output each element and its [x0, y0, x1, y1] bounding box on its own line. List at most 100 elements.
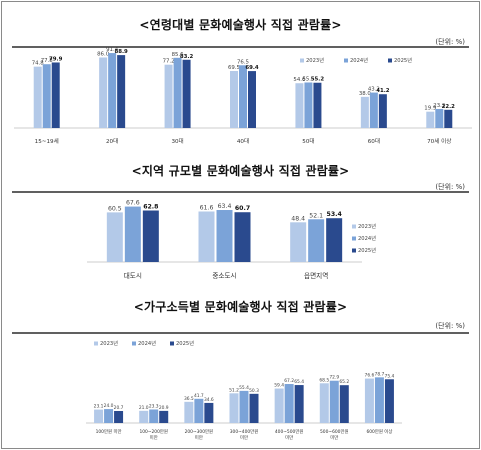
bar-income-2024년-500~600만원 미만 [329, 380, 339, 423]
data-label-income-2024년-200~300만원 미만: 41.7 [194, 393, 204, 399]
bar-income-2024년-400~500만원 미만 [284, 384, 294, 423]
data-label-income-2025년-400~500만원 미만: 65.4 [294, 379, 304, 385]
bar-income-2024년-200~300만원 미만 [194, 398, 204, 423]
bar-region-2023년-중소도시 [198, 211, 215, 262]
legend-label-income-2023년: 2023년 [100, 339, 118, 347]
chart-title-age: <연령대별 문화예술행사 직접 관람률> [139, 18, 342, 32]
data-label-income-2023년-400~500만원 미만: 59.4 [274, 383, 284, 389]
data-label-region-2025년-대도시: 62.8 [143, 204, 158, 211]
bar-income-2025년-100~200만원 미만 [159, 410, 169, 423]
bar-income-2025년-300~400만원 미만 [249, 393, 259, 423]
legend-label-age-2023년: 2023년 [306, 56, 324, 64]
bar-income-2023년-100~200만원 미만 [139, 410, 149, 423]
category-label-age-1: 20대 [106, 137, 118, 145]
data-label-age-2025년-15~19세: 79.9 [49, 56, 63, 62]
legend-label-age-2024년: 2024년 [350, 56, 368, 64]
data-label-income-2024년-100~200만원 미만: 23.3 [149, 403, 159, 409]
bar-region-2023년-대도시 [106, 212, 123, 262]
data-label-income-2025년-600만원 이상: 75.4 [385, 373, 395, 379]
bar-age-2025년-30대 [182, 59, 191, 128]
data-label-age-2024년-15~19세: 77.8 [41, 58, 54, 64]
bar-age-2024년-70세 이상 [435, 108, 444, 128]
bar-region-2024년-읍면지역 [308, 219, 325, 262]
bar-age-2024년-20대 [108, 53, 117, 128]
bar-age-2024년-40대 [239, 65, 247, 128]
bar-age-2024년-60대 [369, 92, 378, 128]
data-label-income-2023년-100~200만원 미만: 21.0 [139, 405, 149, 411]
data-label-age-2024년-40대: 76.5 [237, 59, 249, 65]
legend-swatch-age-2025년 [388, 58, 392, 63]
bar-income-2025년-200~300만원 미만 [204, 402, 214, 423]
data-label-region-2025년-읍면지역: 53.4 [327, 211, 343, 218]
data-label-age-2023년-30대: 77.2 [163, 59, 175, 65]
data-label-income-2024년-400~500만원 미만: 67.2 [284, 378, 294, 384]
data-label-age-2024년-50대: 55.5 [302, 76, 314, 82]
bar-region-2023년-읍면지역 [290, 222, 307, 262]
bar-income-2023년-500~600만원 미만 [319, 383, 329, 423]
data-label-age-2023년-50대: 54.6 [293, 77, 306, 83]
category-label-age-5: 60대 [368, 137, 380, 145]
category-label-age-6: 70세 이상 [427, 137, 451, 145]
bar-region-2025년-중소도시 [234, 212, 251, 262]
category-label-age-3: 40대 [237, 137, 249, 145]
bar-age-2023년-60대 [360, 96, 369, 128]
data-label-age-2025년-50대: 55.2 [311, 77, 325, 83]
bar-age-2025년-70세 이상 [444, 109, 453, 128]
data-label-age-2024년-30대: 85.6 [172, 52, 185, 58]
data-label-income-2024년-300~400만원 미만: 55.4 [239, 385, 249, 391]
data-label-income-2023년-500~600만원 미만: 68.5 [319, 377, 329, 383]
legend-label-income-2025년: 2025년 [176, 339, 194, 347]
data-label-region-2024년-대도시: 67.6 [126, 200, 140, 207]
category-label-region-0: 대도시 [124, 272, 142, 280]
data-label-income-2023년-200~300만원 미만: 36.5 [184, 396, 194, 402]
bar-income-2023년-200~300만원 미만 [184, 401, 194, 423]
category-label-income-5: 500~600만원 [320, 428, 349, 435]
bar-age-2023년-20대 [99, 57, 108, 129]
data-label-income-2025년-500~600만원 미만: 65.2 [339, 379, 349, 385]
bar-income-2023년-100만원 미만 [94, 409, 104, 423]
category-label-income-4-line2: 미만 [285, 434, 293, 441]
data-label-age-2023년-40대: 69.5 [228, 65, 240, 71]
bar-income-2024년-100만원 미만 [104, 409, 114, 423]
bar-age-2023년-40대 [230, 71, 238, 128]
category-label-age-0: 15~19세 [35, 137, 59, 145]
bar-age-2024년-15~19세 [42, 64, 51, 128]
data-label-income-2024년-500~600만원 미만: 72.9 [329, 375, 339, 381]
chart-title-region: <지역 규모별 문화예술행사 직접 관람률> [131, 164, 350, 178]
legend-swatch-income-2024년 [132, 341, 136, 346]
data-label-region-2023년-대도시: 60.5 [108, 205, 122, 212]
data-label-income-2025년-100만원 미만: 20.7 [114, 405, 124, 411]
bar-region-2025년-읍면지역 [326, 218, 343, 262]
legend-swatch-age-2023년 [300, 58, 304, 63]
bar-age-2025년-50대 [313, 82, 322, 128]
bar-age-2025년-60대 [378, 94, 387, 128]
data-label-age-2025년-20대: 88.9 [114, 49, 128, 55]
legend-label-income-2024년: 2024년 [138, 339, 156, 347]
data-label-age-2024년-20대: 91.4 [106, 47, 119, 53]
data-label-age-2024년-70세 이상: 23.2 [433, 103, 445, 109]
category-label-income-0: 100만원 미만 [96, 428, 122, 435]
data-label-age-2023년-15~19세: 74.8 [32, 61, 45, 67]
data-label-income-2025년-200~300만원 미만: 34.6 [204, 397, 214, 403]
bar-age-2025년-40대 [248, 71, 256, 128]
bar-age-2025년-20대 [117, 55, 126, 128]
bar-income-2023년-400~500만원 미만 [274, 388, 284, 423]
legend-swatch-region-2023년 [352, 224, 356, 229]
legend-swatch-region-2024년 [352, 236, 356, 241]
category-label-age-2: 30대 [171, 137, 183, 145]
data-label-income-2024년-100만원 미만: 24.0 [104, 403, 114, 409]
bar-age-2023년-50대 [295, 83, 304, 128]
data-label-region-2024년-읍면지역: 52.1 [309, 212, 323, 219]
category-label-income-1: 100~200만원 [139, 428, 168, 435]
legend-label-age-2025년: 2025년 [394, 56, 412, 64]
data-label-age-2023년-20대: 86.0 [97, 51, 110, 57]
bar-age-2024년-50대 [304, 82, 313, 128]
data-label-income-2023년-600만원 이상: 76.6 [365, 373, 375, 379]
bar-income-2024년-600만원 이상 [374, 377, 384, 423]
bar-income-2025년-600만원 이상 [384, 379, 394, 423]
bar-income-2025년-400~500만원 미만 [294, 385, 304, 423]
bar-income-2024년-100~200만원 미만 [149, 409, 159, 423]
category-label-income-2: 200~300만원 [185, 428, 214, 435]
bar-income-2025년-500~600만원 미만 [339, 385, 349, 423]
